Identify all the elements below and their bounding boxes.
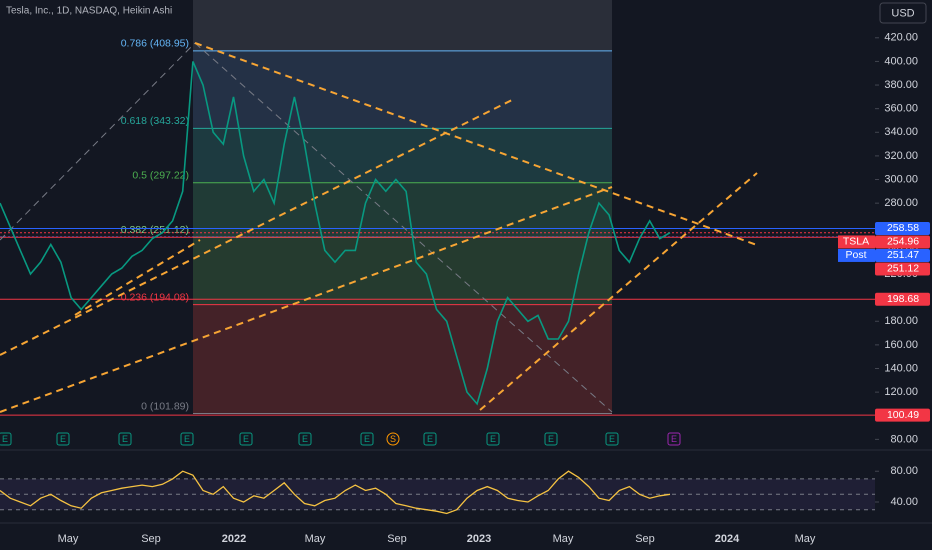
tag-name-box	[838, 235, 875, 249]
event-marker	[423, 432, 437, 446]
chart-title: Tesla, Inc., 1D, NASDAQ, Heikin Ashi	[6, 6, 172, 17]
y-tick-label: 120.00	[884, 386, 918, 398]
event-label: E	[2, 434, 8, 444]
price-tag	[875, 292, 930, 306]
tag-name: Post	[845, 249, 866, 261]
event-label: E	[427, 434, 433, 444]
y-tick-label: 160.00	[884, 339, 918, 351]
event-label: E	[364, 434, 370, 444]
event-label: E	[243, 434, 249, 444]
fib-label: 0.382 (251.12)	[121, 224, 189, 236]
price-tag	[875, 235, 930, 249]
event-marker	[0, 432, 12, 446]
event-marker	[360, 432, 374, 446]
currency-box[interactable]	[879, 2, 927, 24]
fib-zone	[193, 237, 612, 305]
event-marker	[386, 432, 400, 446]
event-label: E	[490, 434, 496, 444]
tag-name-box	[838, 248, 875, 262]
trend-line	[479, 172, 758, 411]
price-tag-label: 100.49	[887, 409, 919, 421]
x-tick-label: May	[58, 533, 79, 545]
price-tag-label: 198.68	[887, 293, 919, 305]
y-tick-label: 380.00	[884, 79, 918, 91]
price-tag-label: 251.12	[887, 263, 919, 275]
price-tag-label: 258.58	[887, 222, 919, 234]
event-label: E	[548, 434, 554, 444]
event-marker	[180, 432, 194, 446]
x-tick-label: Sep	[387, 533, 407, 545]
event-marker	[118, 432, 132, 446]
x-tick-label: May	[553, 533, 574, 545]
event-label: E	[60, 434, 66, 444]
price-tag-label: 254.96	[887, 236, 919, 248]
price-line-series	[0, 61, 671, 406]
fib-zone	[193, 304, 612, 414]
event-marker	[486, 432, 500, 446]
event-marker	[239, 432, 253, 446]
trend-line	[194, 42, 758, 246]
x-tick-label: 2023	[467, 533, 491, 545]
y-tick-label: 420.00	[884, 32, 918, 44]
y-tick-label: 140.00	[884, 362, 918, 374]
tag-name: TSLA	[843, 236, 869, 248]
x-tick-label: May	[795, 533, 816, 545]
event-marker	[605, 432, 619, 446]
event-marker	[298, 432, 312, 446]
event-label: E	[671, 434, 677, 444]
rsi-tick-label: 40.00	[890, 496, 918, 508]
currency[interactable]: USD	[891, 7, 914, 19]
fib-bands: 0.786 (408.95) 0.618 (343.32) 0.5 (297.22)…	[0, 0, 875, 416]
y-tick-label: 360.00	[884, 103, 918, 115]
fib-zone	[193, 50, 612, 129]
trend-line	[0, 186, 613, 413]
fib-label: 0.618 (343.32)	[121, 115, 189, 127]
trend-line	[0, 42, 196, 241]
fib-label: 0.786 (408.95)	[121, 38, 189, 50]
x-tick-label: 2024	[715, 533, 740, 545]
trend-line	[74, 239, 201, 316]
event-marker	[667, 432, 681, 446]
y-tick-label: 340.00	[884, 126, 918, 138]
price-tag	[875, 408, 930, 422]
x-tick-label: 2022	[222, 533, 246, 545]
event-label: E	[122, 434, 128, 444]
fib-label: 0.5 (297.22)	[132, 170, 189, 182]
y-tick-label: 300.00	[884, 173, 918, 185]
y-tick-label: 280.00	[884, 197, 918, 209]
y-tick-label: 180.00	[884, 315, 918, 327]
event-label: E	[184, 434, 190, 444]
fib-label: 0.236 (194.08)	[121, 291, 189, 303]
event-marker	[544, 432, 558, 446]
y-tick-label: 400.00	[884, 55, 918, 67]
x-tick-label: Sep	[141, 533, 161, 545]
fib-zone	[193, 182, 612, 238]
fib-top-zone	[193, 0, 612, 51]
trend-lines	[0, 42, 758, 413]
event-label: S	[390, 434, 396, 444]
y-tick-label: 320.00	[884, 150, 918, 162]
event-marker	[56, 432, 70, 446]
trend-line	[194, 42, 613, 413]
event-label: E	[609, 434, 615, 444]
rsi-tick-label: 80.00	[890, 465, 918, 477]
price-tag	[875, 248, 930, 262]
rsi-line	[0, 470, 671, 515]
event-label: E	[302, 434, 308, 444]
fib-label: 0 (101.89)	[141, 400, 189, 412]
x-tick-label: May	[305, 533, 326, 545]
price-tag-label: 251.47	[887, 249, 919, 261]
x-tick-label: Sep	[635, 533, 655, 545]
price-tag	[875, 262, 930, 276]
price-tag	[875, 221, 930, 235]
y-tick-label: 80.00	[890, 433, 918, 445]
